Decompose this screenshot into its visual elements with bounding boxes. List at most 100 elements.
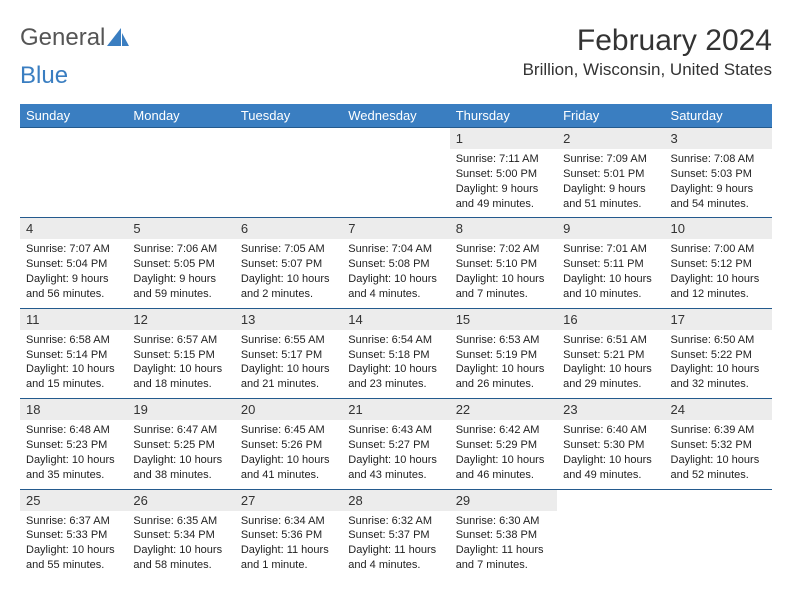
day-details: Sunrise: 6:42 AMSunset: 5:29 PMDaylight:… xyxy=(450,420,557,488)
day-cell: 28Sunrise: 6:32 AMSunset: 5:37 PMDayligh… xyxy=(342,489,449,579)
day-cell: 7Sunrise: 7:04 AMSunset: 5:08 PMDaylight… xyxy=(342,218,449,308)
day-header: Thursday xyxy=(450,104,557,128)
day-cell: . xyxy=(557,489,664,579)
day-cell: 20Sunrise: 6:45 AMSunset: 5:26 PMDayligh… xyxy=(235,399,342,489)
day-number: 12 xyxy=(127,309,234,330)
week-row: 18Sunrise: 6:48 AMSunset: 5:23 PMDayligh… xyxy=(20,399,772,489)
day-number: 28 xyxy=(342,490,449,511)
day-details: Sunrise: 7:06 AMSunset: 5:05 PMDaylight:… xyxy=(127,239,234,307)
day-details: Sunrise: 6:57 AMSunset: 5:15 PMDaylight:… xyxy=(127,330,234,398)
day-details: Sunrise: 7:04 AMSunset: 5:08 PMDaylight:… xyxy=(342,239,449,307)
week-row: 25Sunrise: 6:37 AMSunset: 5:33 PMDayligh… xyxy=(20,489,772,579)
day-cell: 17Sunrise: 6:50 AMSunset: 5:22 PMDayligh… xyxy=(665,308,772,398)
day-cell: 18Sunrise: 6:48 AMSunset: 5:23 PMDayligh… xyxy=(20,399,127,489)
day-cell: 27Sunrise: 6:34 AMSunset: 5:36 PMDayligh… xyxy=(235,489,342,579)
day-cell: 6Sunrise: 7:05 AMSunset: 5:07 PMDaylight… xyxy=(235,218,342,308)
week-row: . . . . 1Sunrise: 7:11 AMSunset: 5:00 PM… xyxy=(20,128,772,218)
week-row: 11Sunrise: 6:58 AMSunset: 5:14 PMDayligh… xyxy=(20,308,772,398)
day-header-row: Sunday Monday Tuesday Wednesday Thursday… xyxy=(20,104,772,128)
day-number: 25 xyxy=(20,490,127,511)
day-cell: 15Sunrise: 6:53 AMSunset: 5:19 PMDayligh… xyxy=(450,308,557,398)
day-number: 4 xyxy=(20,218,127,239)
day-cell: 23Sunrise: 6:40 AMSunset: 5:30 PMDayligh… xyxy=(557,399,664,489)
title-block: February 2024 Brillion, Wisconsin, Unite… xyxy=(523,24,772,80)
calendar-table: Sunday Monday Tuesday Wednesday Thursday… xyxy=(20,104,772,579)
day-details: Sunrise: 6:50 AMSunset: 5:22 PMDaylight:… xyxy=(665,330,772,398)
day-cell: 19Sunrise: 6:47 AMSunset: 5:25 PMDayligh… xyxy=(127,399,234,489)
day-details: Sunrise: 7:02 AMSunset: 5:10 PMDaylight:… xyxy=(450,239,557,307)
day-number: 3 xyxy=(665,128,772,149)
day-details: Sunrise: 6:43 AMSunset: 5:27 PMDaylight:… xyxy=(342,420,449,488)
day-number: 20 xyxy=(235,399,342,420)
week-row: 4Sunrise: 7:07 AMSunset: 5:04 PMDaylight… xyxy=(20,218,772,308)
day-number: 14 xyxy=(342,309,449,330)
day-number: 8 xyxy=(450,218,557,239)
day-details: Sunrise: 6:35 AMSunset: 5:34 PMDaylight:… xyxy=(127,511,234,579)
day-details: Sunrise: 6:58 AMSunset: 5:14 PMDaylight:… xyxy=(20,330,127,398)
day-cell: . xyxy=(235,128,342,218)
day-cell: 26Sunrise: 6:35 AMSunset: 5:34 PMDayligh… xyxy=(127,489,234,579)
day-number: 21 xyxy=(342,399,449,420)
day-details: Sunrise: 6:40 AMSunset: 5:30 PMDaylight:… xyxy=(557,420,664,488)
day-header: Monday xyxy=(127,104,234,128)
day-cell: 11Sunrise: 6:58 AMSunset: 5:14 PMDayligh… xyxy=(20,308,127,398)
day-number: 5 xyxy=(127,218,234,239)
day-details: Sunrise: 6:39 AMSunset: 5:32 PMDaylight:… xyxy=(665,420,772,488)
day-details: Sunrise: 6:47 AMSunset: 5:25 PMDaylight:… xyxy=(127,420,234,488)
day-cell: 8Sunrise: 7:02 AMSunset: 5:10 PMDaylight… xyxy=(450,218,557,308)
day-header: Sunday xyxy=(20,104,127,128)
day-number: 19 xyxy=(127,399,234,420)
day-cell: 3Sunrise: 7:08 AMSunset: 5:03 PMDaylight… xyxy=(665,128,772,218)
day-details: Sunrise: 6:32 AMSunset: 5:37 PMDaylight:… xyxy=(342,511,449,579)
day-number: 29 xyxy=(450,490,557,511)
day-number: 16 xyxy=(557,309,664,330)
day-details: Sunrise: 6:37 AMSunset: 5:33 PMDaylight:… xyxy=(20,511,127,579)
day-cell: 13Sunrise: 6:55 AMSunset: 5:17 PMDayligh… xyxy=(235,308,342,398)
day-details: Sunrise: 6:54 AMSunset: 5:18 PMDaylight:… xyxy=(342,330,449,398)
day-number: 2 xyxy=(557,128,664,149)
day-cell: 21Sunrise: 6:43 AMSunset: 5:27 PMDayligh… xyxy=(342,399,449,489)
day-number: 6 xyxy=(235,218,342,239)
day-number: 26 xyxy=(127,490,234,511)
day-cell: 2Sunrise: 7:09 AMSunset: 5:01 PMDaylight… xyxy=(557,128,664,218)
day-number: 10 xyxy=(665,218,772,239)
day-number: 27 xyxy=(235,490,342,511)
calendar-page: General February 2024 Brillion, Wisconsi… xyxy=(0,0,792,603)
day-cell: 25Sunrise: 6:37 AMSunset: 5:33 PMDayligh… xyxy=(20,489,127,579)
day-number: 23 xyxy=(557,399,664,420)
day-cell: 14Sunrise: 6:54 AMSunset: 5:18 PMDayligh… xyxy=(342,308,449,398)
day-details: Sunrise: 6:51 AMSunset: 5:21 PMDaylight:… xyxy=(557,330,664,398)
day-details: Sunrise: 6:45 AMSunset: 5:26 PMDaylight:… xyxy=(235,420,342,488)
day-cell: . xyxy=(20,128,127,218)
day-details: Sunrise: 7:05 AMSunset: 5:07 PMDaylight:… xyxy=(235,239,342,307)
day-details: Sunrise: 7:08 AMSunset: 5:03 PMDaylight:… xyxy=(665,149,772,217)
day-number: 13 xyxy=(235,309,342,330)
day-number: 7 xyxy=(342,218,449,239)
brand-logo: General xyxy=(20,24,129,52)
day-cell: 22Sunrise: 6:42 AMSunset: 5:29 PMDayligh… xyxy=(450,399,557,489)
day-header: Tuesday xyxy=(235,104,342,128)
day-details: Sunrise: 7:00 AMSunset: 5:12 PMDaylight:… xyxy=(665,239,772,307)
day-header: Saturday xyxy=(665,104,772,128)
day-number: 9 xyxy=(557,218,664,239)
brand-word-2: Blue xyxy=(20,62,68,90)
month-title: February 2024 xyxy=(523,24,772,58)
day-details: Sunrise: 6:30 AMSunset: 5:38 PMDaylight:… xyxy=(450,511,557,579)
day-number: 18 xyxy=(20,399,127,420)
day-details: Sunrise: 6:53 AMSunset: 5:19 PMDaylight:… xyxy=(450,330,557,398)
day-details: Sunrise: 7:09 AMSunset: 5:01 PMDaylight:… xyxy=(557,149,664,217)
day-cell: . xyxy=(342,128,449,218)
day-cell: 4Sunrise: 7:07 AMSunset: 5:04 PMDaylight… xyxy=(20,218,127,308)
day-number: 15 xyxy=(450,309,557,330)
day-cell: 16Sunrise: 6:51 AMSunset: 5:21 PMDayligh… xyxy=(557,308,664,398)
day-details: Sunrise: 6:55 AMSunset: 5:17 PMDaylight:… xyxy=(235,330,342,398)
day-number: 11 xyxy=(20,309,127,330)
brand-word-1: General xyxy=(20,24,105,52)
day-cell: . xyxy=(127,128,234,218)
day-number: 17 xyxy=(665,309,772,330)
day-cell: 10Sunrise: 7:00 AMSunset: 5:12 PMDayligh… xyxy=(665,218,772,308)
brand-sail-icon xyxy=(107,28,129,48)
day-header: Wednesday xyxy=(342,104,449,128)
day-cell: 12Sunrise: 6:57 AMSunset: 5:15 PMDayligh… xyxy=(127,308,234,398)
day-number: 22 xyxy=(450,399,557,420)
